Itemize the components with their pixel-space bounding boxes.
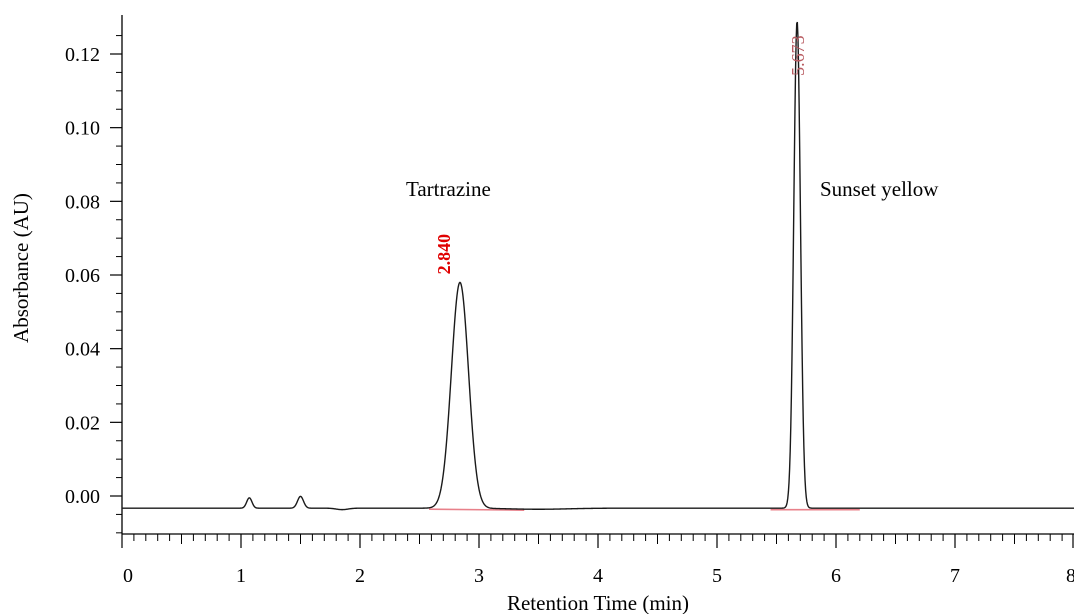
x-tick-label: 2 <box>355 565 365 587</box>
x-axis-title: Retention Time (min) <box>507 591 689 614</box>
axes <box>121 15 1074 535</box>
sunset-rt-label: 5.673 <box>788 35 808 76</box>
tartrazine-integration-baseline <box>429 508 525 511</box>
tick-marks <box>110 35 1074 548</box>
annotations: 2.840 Tartrazine 5.673 Sunset yellow <box>406 35 939 274</box>
chromatogram-trace <box>122 21 1074 511</box>
x-tick-label: 7 <box>950 565 960 587</box>
y-tick-label: 0.12 <box>65 44 100 66</box>
y-tick-label: 0.02 <box>65 412 100 434</box>
y-tick-label: 0.08 <box>65 191 100 213</box>
y-axis-title: Absorbance (AU) <box>9 193 33 343</box>
tartrazine-label: Tartrazine <box>406 177 491 201</box>
tick-labels: 0.00 0.02 0.04 0.06 0.08 0.10 0.12 0 1 2 3 4 5 6 7 8 <box>65 44 1074 587</box>
x-tick-label: 6 <box>831 565 841 587</box>
y-tick-label: 0.06 <box>65 265 100 287</box>
y-tick-label: 0.00 <box>65 486 100 508</box>
x-tick-label: 1 <box>236 565 246 587</box>
x-tick-label: 5 <box>712 565 722 587</box>
x-tick-label: 8 <box>1066 565 1074 587</box>
tartrazine-rt-label: 2.840 <box>434 234 454 275</box>
x-tick-label: 4 <box>593 565 603 587</box>
y-tick-label: 0.10 <box>65 118 100 140</box>
x-tick-label: 0 <box>123 565 133 587</box>
y-tick-label: 0.04 <box>65 339 100 361</box>
sunset-yellow-label: Sunset yellow <box>820 177 939 201</box>
traces <box>122 21 1074 511</box>
x-tick-label: 3 <box>474 565 484 587</box>
